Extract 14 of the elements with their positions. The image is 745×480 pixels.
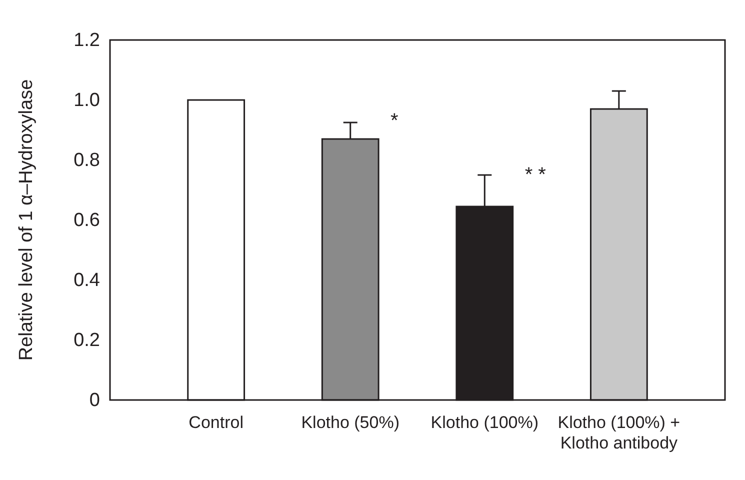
x-tick-label: Klotho (100%) — [430, 413, 539, 432]
y-tick-label: 0.6 — [74, 210, 100, 232]
x-tick-label: Control — [188, 413, 244, 432]
y-tick-label: 0.4 — [74, 270, 100, 292]
x-tick-label: Klotho (50%) — [301, 413, 400, 432]
annotation: * * — [524, 164, 546, 186]
x-tick-label: Klotho (100%) + Klotho antibody — [558, 413, 680, 452]
y-axis-title: Relative level of 1 α–Hydroxylase — [16, 79, 37, 361]
annotation: * — [390, 110, 399, 132]
y-tick-label: 0.8 — [74, 150, 100, 172]
y-tick-label: 0 — [89, 390, 100, 412]
y-tick-label: 1.0 — [74, 90, 100, 112]
y-tick-label: 1.2 — [74, 30, 100, 52]
y-tick-label: 0.2 — [74, 330, 100, 352]
